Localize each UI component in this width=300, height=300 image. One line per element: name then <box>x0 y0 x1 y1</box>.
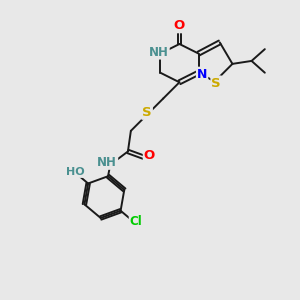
Text: NH: NH <box>149 46 169 59</box>
Text: NH: NH <box>98 156 117 169</box>
Text: N: N <box>197 68 207 81</box>
Text: S: S <box>212 76 221 89</box>
Text: S: S <box>142 106 152 119</box>
Text: Cl: Cl <box>130 215 142 228</box>
Text: O: O <box>174 19 185 32</box>
Text: O: O <box>144 149 155 162</box>
Text: HO: HO <box>66 167 85 177</box>
